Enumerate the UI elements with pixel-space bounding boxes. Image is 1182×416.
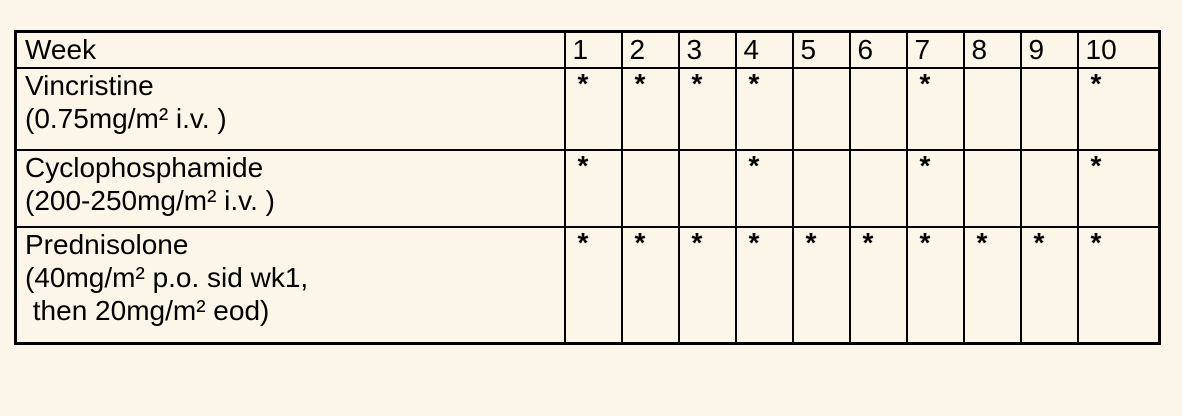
- week-header-8: 8: [962, 30, 1022, 69]
- mark-week-6: [848, 66, 908, 151]
- week-header-10: 10: [1076, 30, 1161, 69]
- mark-week-8: *: [962, 225, 1022, 345]
- mark-week-10: *: [1076, 225, 1161, 345]
- drug-dose: (200-250mg/m² i.v. ): [25, 184, 275, 216]
- mark-week-5: [791, 148, 851, 228]
- drug-label-prednisolone: Prednisolone (40mg/m² p.o. sid wk1, then…: [14, 225, 566, 345]
- mark-week-9: *: [1019, 225, 1079, 345]
- table-row-cyclophosphamide: Cyclophosphamide (200-250mg/m² i.v. ) * …: [14, 148, 1161, 228]
- table-row-vincristine: Vincristine (0.75mg/m² i.v. ) * * * * * …: [14, 66, 1161, 151]
- drug-name: Cyclophosphamide: [25, 151, 264, 183]
- drug-label-vincristine: Vincristine (0.75mg/m² i.v. ): [14, 66, 566, 151]
- mark-week-4: *: [734, 66, 794, 151]
- mark-week-5: *: [791, 225, 851, 345]
- week-header-7: 7: [905, 30, 965, 69]
- mark-week-3: *: [677, 66, 737, 151]
- mark-week-10: *: [1076, 148, 1161, 228]
- mark-week-7: *: [905, 66, 965, 151]
- drug-dose: (0.75mg/m² i.v. ): [25, 102, 227, 134]
- mark-week-9: [1019, 66, 1079, 151]
- mark-week-2: *: [620, 66, 680, 151]
- mark-week-6: *: [848, 225, 908, 345]
- mark-week-4: *: [734, 225, 794, 345]
- mark-week-10: *: [1076, 66, 1161, 151]
- dosing-schedule-table: Week 1 2 3 4 5 6 7 8 9 10 Vincristine (0…: [14, 30, 1161, 345]
- table-header-row: Week 1 2 3 4 5 6 7 8 9 10: [14, 30, 1161, 69]
- week-header-2: 2: [620, 30, 680, 69]
- mark-week-8: [962, 66, 1022, 151]
- mark-week-1: *: [563, 225, 623, 345]
- mark-week-4: *: [734, 148, 794, 228]
- mark-week-1: *: [563, 148, 623, 228]
- mark-week-7: *: [905, 148, 965, 228]
- mark-week-2: [620, 148, 680, 228]
- drug-dose: (40mg/m² p.o. sid wk1, then 20mg/m² eod): [25, 261, 309, 326]
- week-header-4: 4: [734, 30, 794, 69]
- mark-week-1: *: [563, 66, 623, 151]
- mark-week-6: [848, 148, 908, 228]
- week-header-3: 3: [677, 30, 737, 69]
- table-row-prednisolone: Prednisolone (40mg/m² p.o. sid wk1, then…: [14, 225, 1161, 345]
- drug-label-cyclophosphamide: Cyclophosphamide (200-250mg/m² i.v. ): [14, 148, 566, 228]
- mark-week-7: *: [905, 225, 965, 345]
- drug-name: Vincristine: [25, 69, 154, 101]
- mark-week-3: *: [677, 225, 737, 345]
- drug-name: Prednisolone: [25, 228, 189, 260]
- week-header-9: 9: [1019, 30, 1079, 69]
- mark-week-5: [791, 66, 851, 151]
- week-header-1: 1: [563, 30, 623, 69]
- mark-week-9: [1019, 148, 1079, 228]
- mark-week-8: [962, 148, 1022, 228]
- mark-week-2: *: [620, 225, 680, 345]
- mark-week-3: [677, 148, 737, 228]
- week-header-6: 6: [848, 30, 908, 69]
- week-header-5: 5: [791, 30, 851, 69]
- week-header-label: Week: [14, 30, 566, 69]
